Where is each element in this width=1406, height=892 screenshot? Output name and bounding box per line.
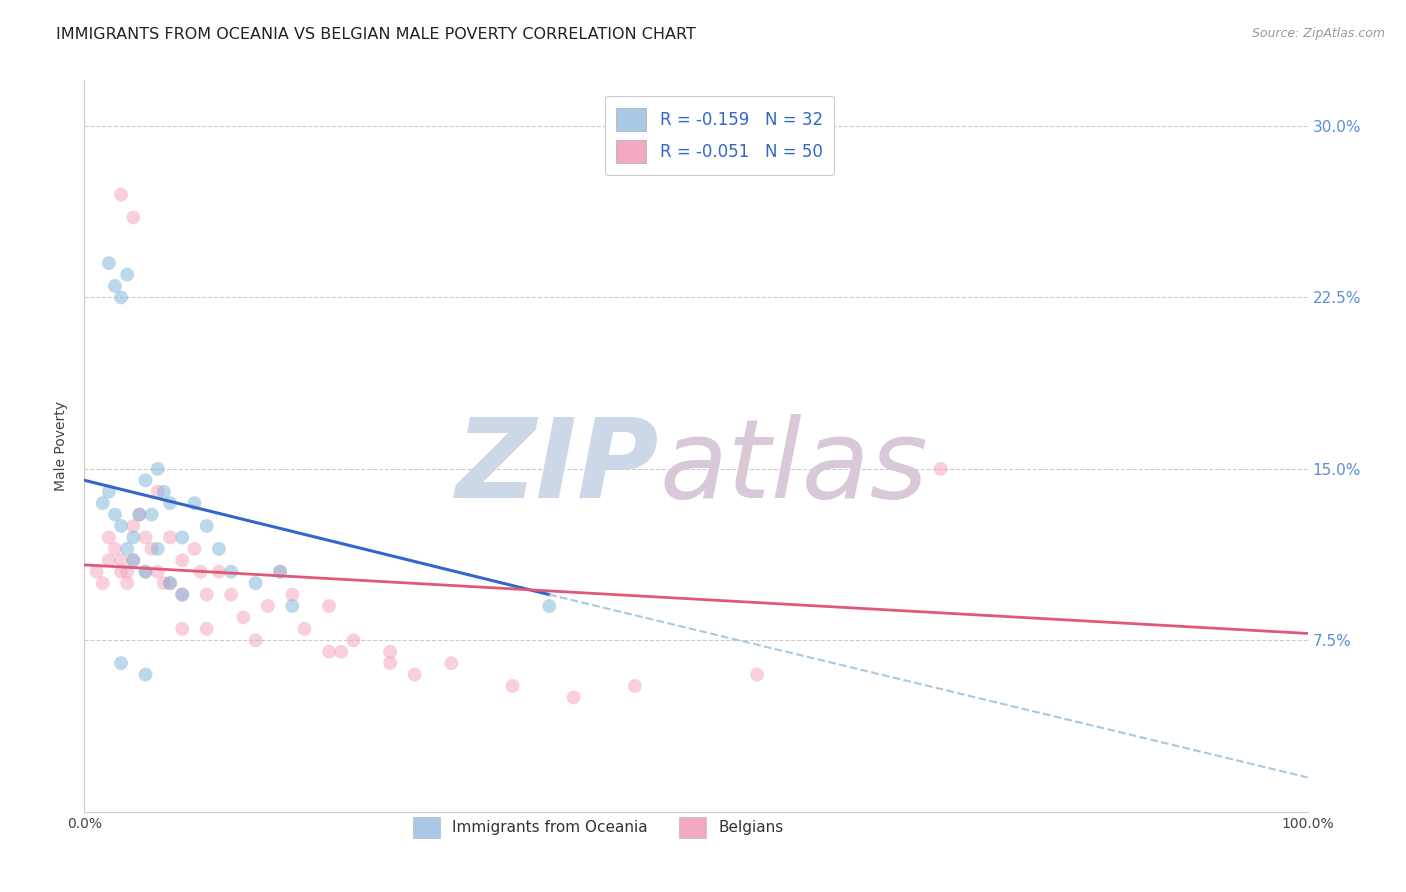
Point bbox=[195, 622, 218, 636]
Point bbox=[135, 667, 157, 681]
Point bbox=[146, 565, 169, 579]
Point bbox=[122, 519, 145, 533]
Point bbox=[115, 576, 138, 591]
Point bbox=[281, 599, 304, 613]
Point bbox=[269, 565, 291, 579]
Point bbox=[135, 530, 157, 544]
Point bbox=[183, 496, 205, 510]
Point bbox=[294, 622, 316, 636]
Point bbox=[172, 588, 194, 602]
Point bbox=[115, 268, 138, 282]
Point bbox=[115, 565, 138, 579]
Point bbox=[318, 599, 340, 613]
Text: atlas: atlas bbox=[659, 415, 928, 522]
Point bbox=[97, 484, 120, 499]
Point bbox=[380, 656, 402, 670]
Point bbox=[747, 667, 769, 681]
Legend: Immigrants from Oceania, Belgians: Immigrants from Oceania, Belgians bbox=[406, 811, 790, 845]
Point bbox=[97, 530, 120, 544]
Point bbox=[172, 588, 194, 602]
Point bbox=[624, 679, 647, 693]
Point bbox=[128, 508, 150, 522]
Point bbox=[245, 576, 267, 591]
Point bbox=[86, 565, 108, 579]
Point bbox=[538, 599, 561, 613]
Point bbox=[440, 656, 463, 670]
Point bbox=[110, 187, 132, 202]
Point bbox=[153, 576, 176, 591]
Point bbox=[219, 588, 242, 602]
Text: ZIP: ZIP bbox=[456, 415, 659, 522]
Point bbox=[269, 565, 291, 579]
Point bbox=[342, 633, 364, 648]
Point bbox=[245, 633, 267, 648]
Point bbox=[97, 553, 120, 567]
Point bbox=[122, 553, 145, 567]
Point bbox=[208, 541, 231, 556]
Point bbox=[159, 576, 181, 591]
Point bbox=[110, 290, 132, 304]
Point bbox=[122, 530, 145, 544]
Text: Source: ZipAtlas.com: Source: ZipAtlas.com bbox=[1251, 27, 1385, 40]
Point bbox=[502, 679, 524, 693]
Point bbox=[183, 541, 205, 556]
Point bbox=[257, 599, 280, 613]
Point bbox=[219, 565, 242, 579]
Point bbox=[141, 508, 163, 522]
Point bbox=[115, 541, 138, 556]
Point bbox=[195, 588, 218, 602]
Point bbox=[104, 541, 127, 556]
Point bbox=[146, 541, 169, 556]
Point bbox=[562, 690, 585, 705]
Point bbox=[929, 462, 952, 476]
Point bbox=[135, 565, 157, 579]
Point bbox=[208, 565, 231, 579]
Point bbox=[91, 576, 114, 591]
Point bbox=[380, 645, 402, 659]
Point bbox=[318, 645, 340, 659]
Point bbox=[330, 645, 353, 659]
Point bbox=[135, 473, 157, 487]
Point bbox=[128, 508, 150, 522]
Point bbox=[110, 519, 132, 533]
Text: IMMIGRANTS FROM OCEANIA VS BELGIAN MALE POVERTY CORRELATION CHART: IMMIGRANTS FROM OCEANIA VS BELGIAN MALE … bbox=[56, 27, 696, 42]
Point bbox=[91, 496, 114, 510]
Point bbox=[146, 462, 169, 476]
Point bbox=[404, 667, 426, 681]
Point bbox=[190, 565, 212, 579]
Point bbox=[122, 553, 145, 567]
Point bbox=[195, 519, 218, 533]
Y-axis label: Male Poverty: Male Poverty bbox=[55, 401, 69, 491]
Point bbox=[159, 576, 181, 591]
Point bbox=[281, 588, 304, 602]
Point bbox=[172, 530, 194, 544]
Point bbox=[146, 484, 169, 499]
Point bbox=[110, 565, 132, 579]
Point bbox=[159, 530, 181, 544]
Point bbox=[110, 656, 132, 670]
Point bbox=[232, 610, 254, 624]
Point bbox=[172, 553, 194, 567]
Point bbox=[104, 279, 127, 293]
Point bbox=[141, 541, 163, 556]
Point bbox=[97, 256, 120, 270]
Point bbox=[110, 553, 132, 567]
Point bbox=[122, 211, 145, 225]
Point bbox=[135, 565, 157, 579]
Point bbox=[153, 484, 176, 499]
Point bbox=[104, 508, 127, 522]
Point bbox=[172, 622, 194, 636]
Point bbox=[159, 496, 181, 510]
